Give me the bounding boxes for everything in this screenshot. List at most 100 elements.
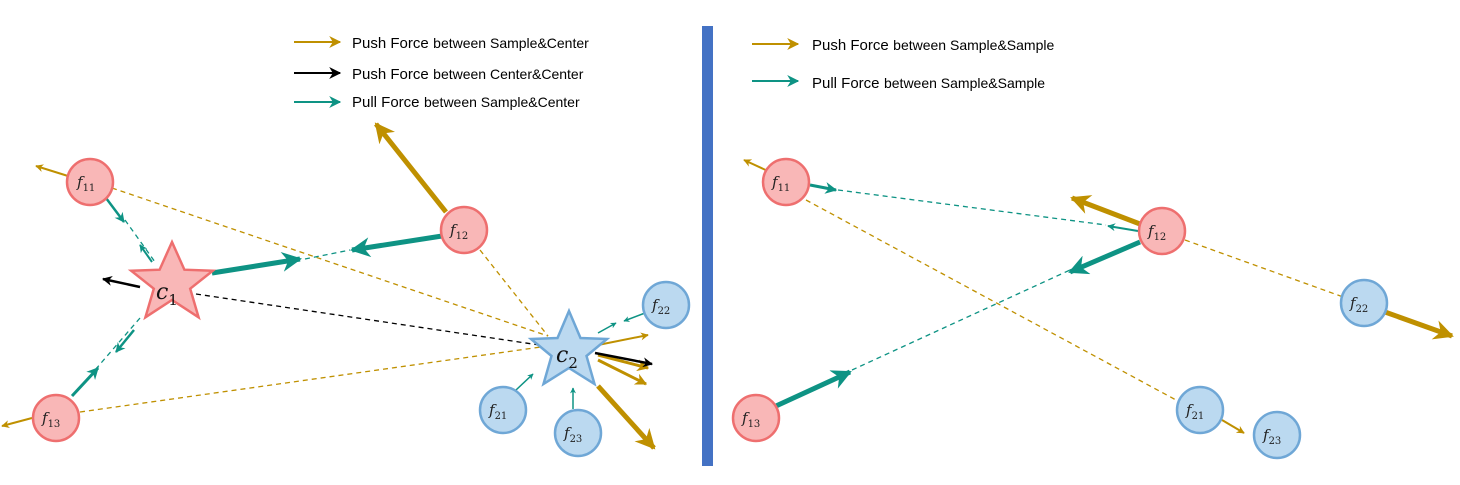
legend-relation-label: between Sample&Center bbox=[424, 94, 580, 110]
left-push-arrows bbox=[1, 122, 656, 450]
legend-relation-label: between Sample&Sample bbox=[893, 37, 1054, 53]
center-letter: c bbox=[556, 343, 568, 368]
sample-node-f22: f22 bbox=[1339, 278, 1389, 328]
sample-letter: f bbox=[741, 409, 750, 427]
svg-text:f12: f12 bbox=[1147, 222, 1166, 243]
right-dashed-lines bbox=[805, 189, 1347, 401]
right-legend: Push Force between Sample&Sample Pull Fo… bbox=[752, 37, 1054, 92]
sample-letter: f bbox=[771, 173, 780, 191]
svg-text:f11: f11 bbox=[771, 173, 790, 194]
pull-arrow-c1-f12 bbox=[211, 251, 302, 276]
sample-circle bbox=[1252, 410, 1302, 460]
dashed-line-f11-f12 bbox=[837, 189, 1107, 226]
pull-arrow-f11-f12 bbox=[809, 182, 838, 194]
svg-text:Pull Force between Sample&Samp: Pull Force between Sample&Sample bbox=[812, 75, 1045, 92]
star-icon bbox=[127, 238, 217, 321]
dashed-line-f12-f22 bbox=[1184, 239, 1347, 299]
sample-letter: f bbox=[1262, 426, 1271, 444]
sample-node-f23: f23 bbox=[553, 408, 603, 458]
dashed-line-f13-c2 bbox=[79, 345, 549, 413]
sample-circle bbox=[1175, 385, 1225, 435]
svg-text:Pull Force between Sample&Cent: Pull Force between Sample&Center bbox=[352, 94, 580, 111]
left-dashed-lines bbox=[79, 187, 549, 413]
legend-item-pull-sample-sample: Pull Force between Sample&Sample bbox=[752, 75, 1045, 92]
svg-text:f21: f21 bbox=[488, 401, 507, 422]
sample-circle bbox=[478, 385, 528, 435]
center-subscript: 2 bbox=[568, 354, 578, 372]
svg-text:Push Force between Sample&Cent: Push Force between Sample&Center bbox=[352, 35, 589, 52]
dashed-line-c1-f12 bbox=[304, 249, 351, 260]
sample-subscript: 21 bbox=[1192, 411, 1205, 422]
svg-text:f22: f22 bbox=[651, 296, 670, 317]
sample-circle bbox=[731, 393, 781, 443]
right-panel: f11 f12 f13 f21 f22 f23 bbox=[731, 157, 1454, 460]
legend-item-push-sample-center: Push Force between Sample&Center bbox=[294, 35, 589, 52]
sample-circle bbox=[553, 408, 603, 458]
push-arrow-f21-out bbox=[1221, 419, 1245, 434]
sample-circle bbox=[1339, 278, 1389, 328]
sample-subscript: 12 bbox=[1154, 232, 1167, 243]
left-center-push-arrows bbox=[102, 276, 653, 368]
center-node-c2: c2 bbox=[527, 307, 611, 387]
pull-arrow-f11-c1 bbox=[105, 197, 125, 223]
sample-subscript: 22 bbox=[658, 306, 671, 317]
sample-node-f21: f21 bbox=[1175, 385, 1225, 435]
dashed-line-f13-f12 bbox=[851, 269, 1071, 371]
push-arrow-c2-f11 bbox=[597, 332, 649, 346]
sample-subscript: 22 bbox=[1356, 304, 1369, 315]
sample-node-f13: f13 bbox=[31, 393, 81, 443]
sample-circle bbox=[439, 205, 489, 255]
legend-force-label: Pull Force bbox=[812, 75, 880, 92]
dashed-line-f11-c2 bbox=[111, 187, 549, 337]
center-node-c1: c1 bbox=[127, 238, 217, 321]
legend-item-pull-sample-center: Pull Force between Sample&Center bbox=[294, 94, 580, 111]
push-arrow-f22-out bbox=[1384, 309, 1454, 340]
svg-text:Push Force between Center&Cent: Push Force between Center&Center bbox=[352, 66, 584, 83]
sample-subscript: 12 bbox=[456, 231, 469, 242]
push-arrow-f12-out bbox=[1070, 195, 1141, 227]
right-pull-arrows bbox=[774, 182, 1141, 409]
sample-circle bbox=[641, 280, 691, 330]
sample-node-f11: f11 bbox=[65, 157, 115, 207]
push-arrow-c2-large bbox=[596, 384, 656, 450]
dashed-line-f11-f21 bbox=[805, 199, 1177, 401]
svg-text:f23: f23 bbox=[563, 424, 582, 445]
sample-letter: f bbox=[1185, 401, 1194, 419]
legend-item-push-sample-sample: Push Force between Sample&Sample bbox=[752, 37, 1054, 54]
sample-circle bbox=[1137, 206, 1187, 256]
pull-arrow-f13-f12 bbox=[774, 369, 852, 409]
pull-arrow-f21-c2 bbox=[515, 373, 534, 391]
sample-subscript: 23 bbox=[570, 434, 583, 445]
push-arrow-c2-f13 bbox=[597, 358, 648, 386]
pull-arrow-f12-f13 bbox=[1068, 239, 1141, 275]
sample-subscript: 23 bbox=[1269, 436, 1282, 447]
pull-arrow-f13-c1 bbox=[70, 366, 100, 398]
sample-letter: f bbox=[76, 173, 85, 191]
pull-arrow-f22-c2 bbox=[623, 312, 646, 322]
dashed-line-f12-c2 bbox=[479, 249, 549, 337]
svg-text:f12: f12 bbox=[449, 221, 468, 242]
sample-subscript: 11 bbox=[83, 183, 96, 194]
pull-arrow-c2-f22 bbox=[597, 322, 617, 334]
left-panel: c1 c2 f11 f12 f13 f21 f22 f bbox=[1, 122, 691, 458]
sample-subscript: 13 bbox=[748, 419, 761, 430]
pull-arrow-c1-f13 bbox=[115, 329, 135, 353]
sample-subscript: 11 bbox=[778, 183, 791, 194]
sample-letter: f bbox=[449, 221, 458, 239]
pull-arrow-f12-f11 bbox=[1107, 223, 1139, 232]
dashed-line-c1-f13 bbox=[94, 317, 141, 371]
star-icon bbox=[527, 307, 611, 387]
center-push-arrow-c1 bbox=[102, 276, 141, 289]
push-arrow-f12-out bbox=[374, 122, 448, 214]
left-pull-arrows bbox=[70, 197, 646, 409]
sample-letter: f bbox=[1349, 294, 1358, 312]
svg-text:c1: c1 bbox=[156, 280, 178, 309]
svg-text:f11: f11 bbox=[76, 173, 95, 194]
dashed-line-c1-c2 bbox=[195, 293, 547, 347]
sample-subscript: 21 bbox=[495, 411, 508, 422]
sample-letter: f bbox=[563, 424, 572, 442]
sample-letter: f bbox=[651, 296, 660, 314]
sample-node-f12: f12 bbox=[439, 205, 489, 255]
sample-letter: f bbox=[488, 401, 497, 419]
